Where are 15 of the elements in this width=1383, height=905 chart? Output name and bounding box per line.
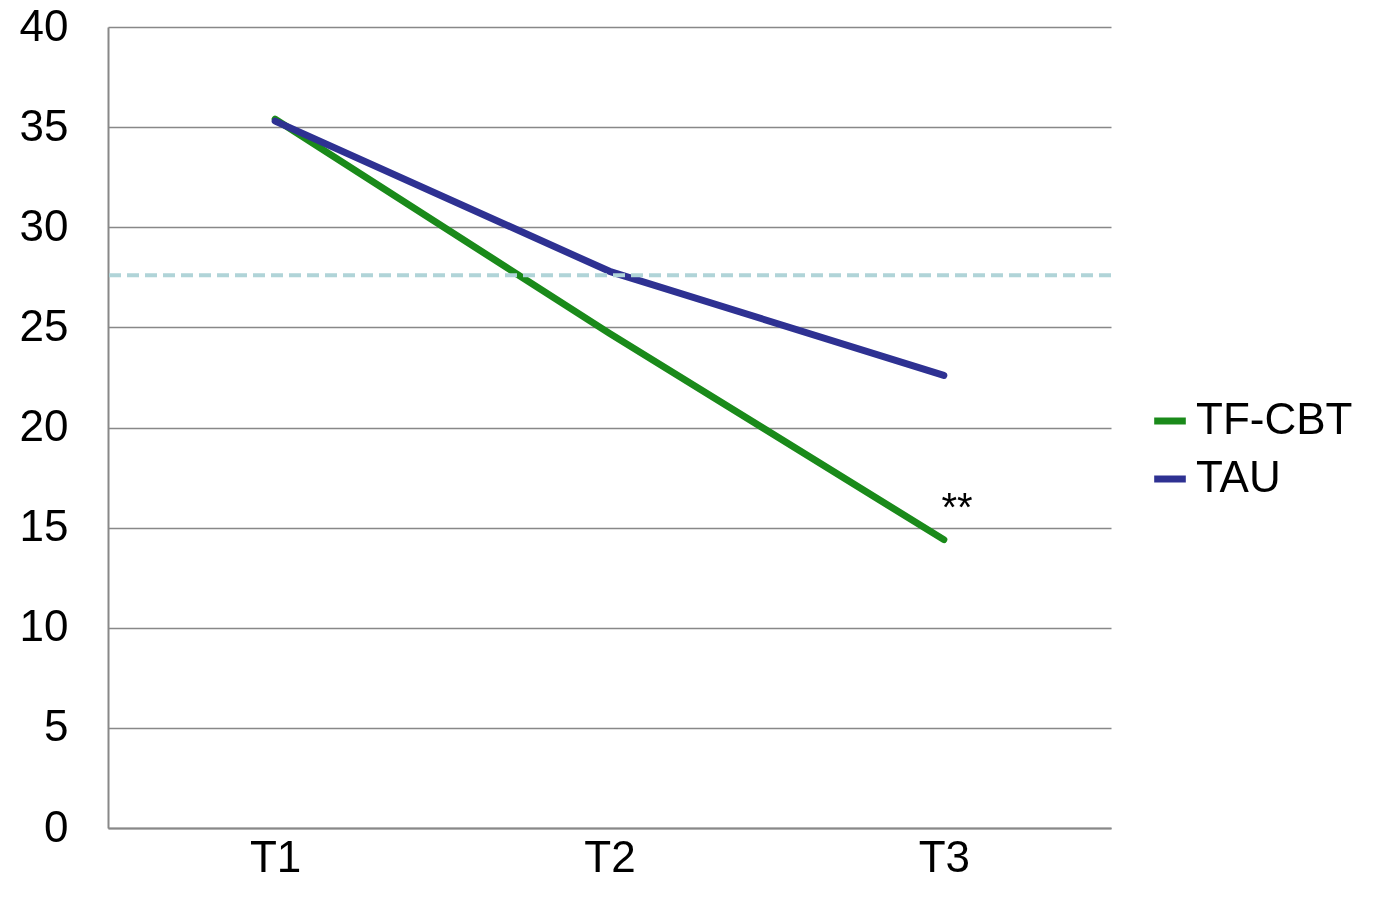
x-tick-label: T2 [584,831,636,881]
y-tick-label: 15 [19,501,69,551]
annotation: ** [941,485,973,529]
x-tick-label: T1 [249,831,302,881]
y-tick-label: 0 [44,801,69,851]
legend-label: TF-CBT [1196,394,1353,443]
y-tick-label: 30 [19,200,69,250]
y-tick-label: 5 [44,701,69,751]
legend-label: TAU [1196,452,1281,501]
x-tick-label: T3 [918,831,971,881]
y-tick-label: 20 [19,401,69,450]
y-tick-label: 40 [19,0,69,50]
y-tick-label: 25 [19,300,69,350]
y-tick-label: 10 [19,601,69,651]
y-tick-label: 35 [19,100,69,150]
